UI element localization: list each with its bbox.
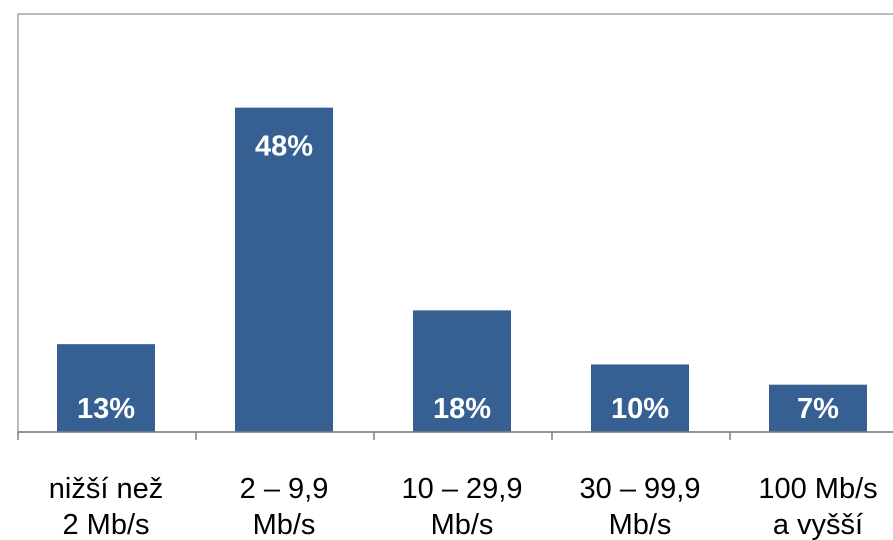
bar <box>235 107 333 432</box>
category-label: a vyšší <box>773 509 863 540</box>
category-label: Mb/s <box>609 509 672 540</box>
category-label: 2 – 9,9 <box>240 473 329 505</box>
data-labels: 13% 48% 18% 10% 7% <box>77 131 839 425</box>
data-label: 7% <box>797 393 839 425</box>
bar <box>769 384 867 432</box>
bars <box>57 107 867 432</box>
category-labels: nižší než 2 Mb/s 2 – 9,9 Mb/s 10 – 29,9 Mb/s 3… <box>49 473 878 540</box>
category-label: 100 Mb/s <box>758 473 877 505</box>
data-label: 48% <box>255 131 313 163</box>
category-label: Mb/s <box>431 509 494 540</box>
bar <box>413 310 511 432</box>
data-label: 13% <box>77 393 135 425</box>
x-axis <box>17 431 893 440</box>
data-label: 10% <box>611 393 669 425</box>
category-label: 30 – 99,9 <box>580 473 701 505</box>
data-label: 18% <box>433 393 491 425</box>
category-label: Mb/s <box>253 509 316 540</box>
category-label: 2 Mb/s <box>62 509 149 540</box>
category-label: nižší než <box>49 473 163 505</box>
bar <box>591 364 689 432</box>
bar <box>57 344 155 432</box>
category-label: 10 – 29,9 <box>402 473 523 505</box>
